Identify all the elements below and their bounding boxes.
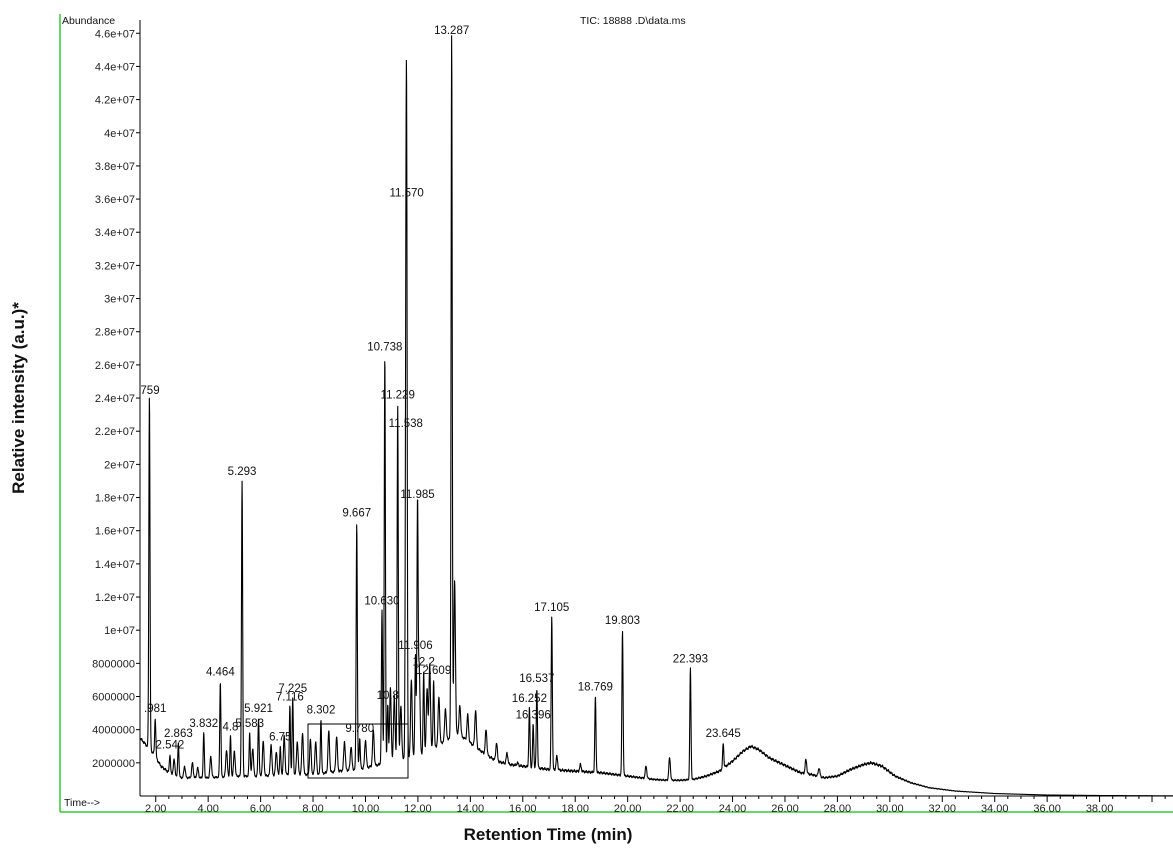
- y-tick-label: 6000000: [92, 692, 135, 704]
- x-axis-prefix: Time-->: [64, 797, 100, 809]
- x-tick-label: 18.00: [561, 803, 589, 815]
- peak-label: .981: [144, 703, 166, 715]
- y-tick-label: 2.4e+07: [95, 393, 135, 405]
- peak-label: 8.302: [307, 705, 336, 717]
- peak-label: 2.542: [156, 740, 185, 752]
- x-tick-label: 28.00: [824, 803, 852, 815]
- x-tick-label: 26.00: [771, 803, 799, 815]
- y-tick-label: 2000000: [92, 758, 135, 770]
- y-tick-label: 2e+07: [104, 459, 135, 471]
- peak-label: 7.116: [276, 691, 304, 703]
- x-tick-label: 30.00: [876, 803, 904, 815]
- peak-label: 10.630: [364, 595, 399, 607]
- peak-label: 759: [140, 385, 159, 397]
- chart-header-right: TIC: 18888 .D\data.ms: [580, 15, 686, 27]
- y-tick-label: 2.2e+07: [95, 426, 135, 438]
- y-tick-label: 3.8e+07: [95, 161, 135, 173]
- x-tick-label: 12.00: [404, 803, 432, 815]
- y-tick-label: 4.2e+07: [95, 95, 135, 107]
- y-tick-label: 3.6e+07: [95, 194, 135, 206]
- peak-label: 10.8: [377, 690, 399, 702]
- x-tick-label: 36.00: [1033, 803, 1061, 815]
- x-tick-label: 24.00: [719, 803, 747, 815]
- peak-label: 16.537: [519, 673, 554, 685]
- peak-label: 11.985: [400, 489, 434, 501]
- x-tick-label: 22.00: [666, 803, 694, 815]
- peak-label: 11.538: [389, 418, 423, 430]
- plot-frame: [60, 14, 1173, 812]
- y-tick-label: 1.8e+07: [95, 493, 135, 505]
- peak-label: 17.105: [534, 602, 569, 614]
- peak-label: 11.229: [381, 390, 415, 402]
- peak-label: 16.396: [516, 710, 551, 722]
- peak-label: 5.921: [244, 703, 273, 715]
- x-tick-label: 6.00: [250, 803, 271, 815]
- peak-label: 9.780: [345, 723, 374, 735]
- y-tick-group: 2000000 4000000 6000000 8000000 1e+07 1.2e+07…: [92, 28, 140, 770]
- peak-label: 5.293: [228, 466, 257, 478]
- y-tick-label: 3e+07: [104, 294, 135, 306]
- peak-label: 4.464: [206, 667, 235, 679]
- peak-label: 13.287: [434, 25, 469, 37]
- y-tick-label: 4000000: [92, 725, 135, 737]
- x-tick-label: 10.00: [352, 803, 380, 815]
- peak-label: 6.75: [269, 731, 291, 743]
- x-tick-label: 16.00: [509, 803, 537, 815]
- y-axis-title: Relative intensity (a.u.)*: [9, 302, 28, 494]
- peak-label: 22.393: [673, 653, 708, 665]
- y-tick-label: 1.4e+07: [95, 559, 135, 571]
- x-tick-label: 2.00: [145, 803, 166, 815]
- chart-header-left: Abundance: [62, 15, 115, 27]
- peak-label: 11.570: [389, 187, 423, 199]
- y-tick-label: 1.2e+07: [95, 592, 135, 604]
- y-tick-label: 3.4e+07: [95, 227, 135, 239]
- tic-trace-line: [140, 36, 1173, 796]
- y-tick-label: 1.6e+07: [95, 526, 135, 538]
- peak-label: 11.906: [398, 640, 432, 652]
- x-tick-label: 8.00: [302, 803, 323, 815]
- peak-label: 23.645: [706, 728, 741, 740]
- peak-label: 18.769: [578, 682, 613, 694]
- tic-trace-group: [140, 36, 1173, 796]
- peak-label: 5.583: [235, 718, 264, 730]
- y-tick-label: 2.6e+07: [95, 360, 135, 372]
- x-tick-label: 32.00: [929, 803, 957, 815]
- peak-label: 10.738: [367, 342, 402, 354]
- y-tick-label: 8000000: [92, 658, 135, 670]
- peak-label: 16.252: [512, 693, 547, 705]
- y-tick-label: 3.2e+07: [95, 260, 135, 272]
- y-tick-label: 1e+07: [104, 625, 135, 637]
- x-tick-label: 20.00: [614, 803, 642, 815]
- x-tick-label: 38.00: [1086, 803, 1114, 815]
- x-tick-label: 4.00: [197, 803, 218, 815]
- x-axis-title: Retention Time (min): [464, 825, 633, 844]
- peak-label: 19.803: [605, 615, 640, 627]
- x-tick-label: 14.00: [457, 803, 485, 815]
- x-tick-label: 34.00: [981, 803, 1009, 815]
- peak-label-group: 759.9812.8632.5423.8324.4644.85.2935.583…: [140, 25, 740, 752]
- peak-label: 3.832: [189, 718, 218, 730]
- y-tick-label: 4.6e+07: [95, 28, 135, 40]
- peak-label: 12.609: [416, 665, 451, 677]
- y-tick-label: 2.8e+07: [95, 327, 135, 339]
- y-tick-label: 4.4e+07: [95, 61, 135, 73]
- peak-label: 9.667: [342, 507, 371, 519]
- y-tick-label: 4e+07: [104, 128, 135, 140]
